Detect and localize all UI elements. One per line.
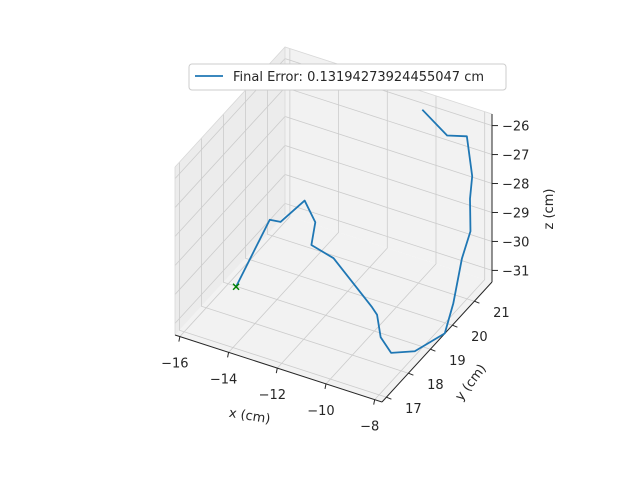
y-tick-mark: [452, 324, 458, 328]
x-tick-label: −16: [161, 357, 188, 372]
x-axis-line: [174, 334, 383, 403]
x-tick-label: −14: [210, 372, 237, 387]
side-pane: [175, 47, 285, 335]
legend-frame: [188, 63, 507, 91]
y-tick-mark: [430, 348, 436, 352]
tick-marks: [178, 125, 498, 405]
axis-panes: [175, 47, 492, 402]
x-tick-mark: [178, 336, 181, 342]
y-grid-line: [222, 114, 431, 350]
z-tick-label: −29: [502, 206, 529, 221]
legend-entry-label: Final Error: 0.13194273924455047 cm: [233, 70, 484, 85]
x-tick-mark: [324, 383, 327, 389]
x-grid-line: [276, 80, 388, 369]
z-tick-label: −27: [502, 149, 529, 164]
y-tick-mark: [474, 300, 480, 304]
x-tick-label: −10: [307, 404, 334, 419]
x-tick-mark: [373, 399, 376, 405]
z-tick-label: −31: [502, 264, 529, 279]
x-tick-mark: [227, 352, 230, 358]
x-grid-line: [374, 111, 486, 400]
tick-labels: −16 −14 −12 −10 −8 17 18 19 20 21 −31 −30 −29 −28 −27 −…: [161, 120, 529, 435]
y-axis-line: [381, 281, 493, 403]
y-grid-line: [266, 66, 475, 302]
x-tick-label: −8: [360, 420, 379, 435]
target-marker: [232, 283, 240, 291]
floor-pane: [175, 215, 492, 402]
marker-stroke: [232, 283, 240, 291]
legend: Final Error: 0.13194273924455047 cm: [188, 63, 507, 91]
y-tick-label: 21: [493, 306, 510, 321]
y-tick-mark: [408, 372, 414, 376]
z-tick-label: −28: [502, 178, 529, 193]
x-tick-label: −12: [259, 388, 286, 403]
grid-lines: [174, 48, 493, 400]
axis-lines: [174, 46, 493, 403]
x-grid-line: [325, 95, 437, 385]
z-tick-label: −30: [502, 235, 529, 250]
y-tick-label: 17: [405, 402, 422, 417]
z-tick-label: −26: [502, 120, 529, 135]
y-tick-mark: [386, 396, 392, 400]
back-pane: [285, 47, 492, 282]
y-tick-label: 20: [471, 330, 488, 345]
y-tick-label: 19: [449, 354, 466, 369]
y-grid-line: [200, 138, 409, 374]
y-grid-line: [244, 90, 453, 326]
plot-area: [232, 109, 474, 354]
y-tick-label: 18: [427, 378, 444, 393]
x-grid-line: [228, 64, 339, 353]
x-tick-mark: [275, 368, 278, 374]
z-axis-label: z (cm): [542, 189, 557, 230]
x-axis-label: x (cm): [228, 406, 272, 427]
y-grid-line: [178, 162, 387, 398]
trajectory-line: [235, 109, 474, 354]
x-grid-line: [179, 48, 291, 337]
